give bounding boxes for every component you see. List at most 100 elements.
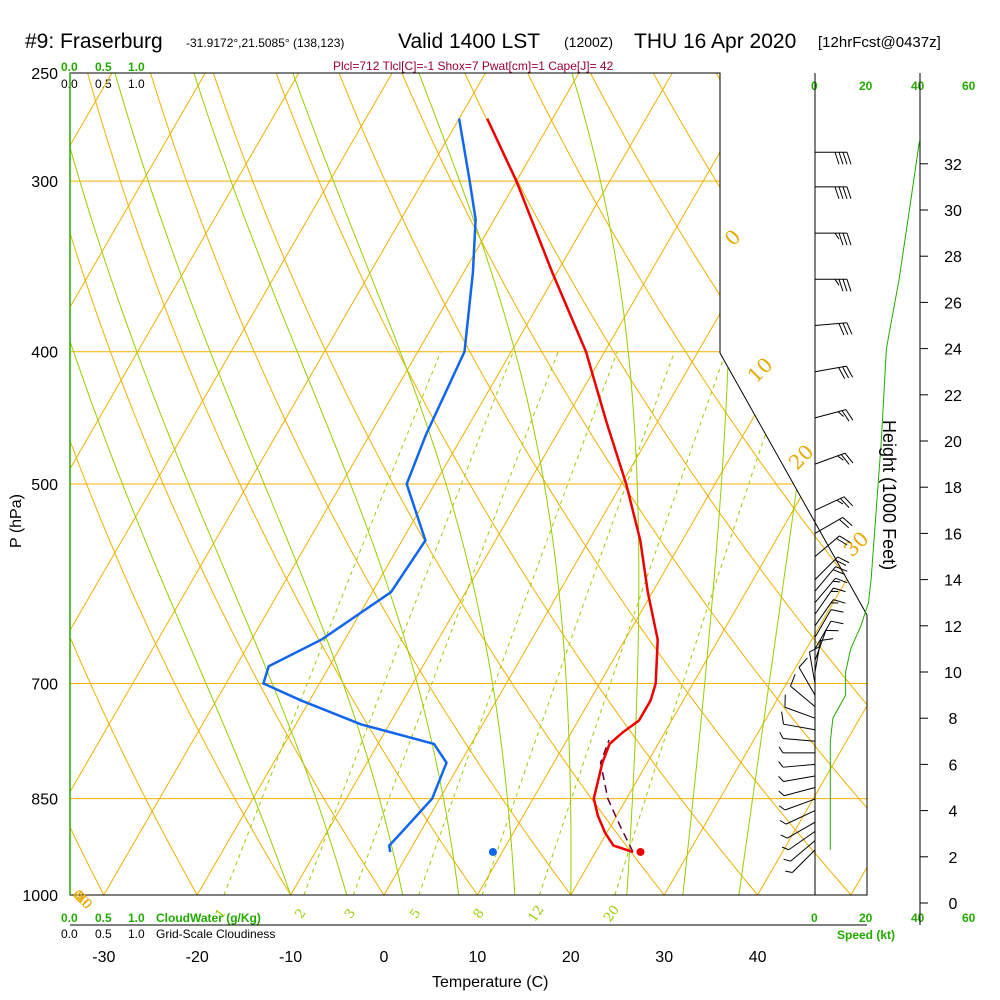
dry-adiabat-line [212,73,665,895]
cloudwater-tick: 0.5 [95,911,112,925]
dry-adiabat-line [464,73,867,895]
wind-barb-feather [838,279,844,292]
wind-barb-staff [788,830,816,851]
dry-adiabat-line [70,73,198,895]
height-tick-label: 16 [944,526,962,543]
temperature-tick-label: 40 [749,949,767,966]
pressure-tick-label: 700 [31,677,58,694]
wind-barb-feather [838,232,844,246]
wind-barb-feather [834,279,840,286]
wind-barb-staff [814,322,847,326]
wind-barb-feather [779,731,784,739]
wind-barb [814,629,839,661]
isotherm-line [476,73,867,895]
moist-adiabat-line [114,73,404,895]
cloudwater-tick: 0.0 [61,911,78,925]
wind-barb-feather [841,410,850,422]
pressure-tick-label: 850 [31,792,58,809]
wind-barb-staff [814,496,845,511]
valid-time: Valid 1400 LST [398,30,540,53]
wind-barb-staff [814,566,836,592]
wind-barb-feather [832,580,841,583]
wind-barb [781,830,816,851]
isotherm-line [70,73,206,895]
wind-barb [814,556,850,580]
wind-barb-staff [814,577,836,604]
wind-barb [780,821,816,839]
wind-barb-feather [830,609,844,613]
wind-barb-feather [842,232,848,246]
cloudiness-label: Grid-Scale Cloudiness [156,927,275,941]
height-tick-label: 28 [944,249,962,266]
height-tick-label: 18 [944,480,962,497]
wind-barb-staff [814,620,832,650]
height-tick-label: 10 [944,665,962,682]
wind-barbs [778,140,920,873]
wind-barb-feather [778,790,785,797]
sounding-parameters: Plcl=712 Tlcl[C]=-1 Shox=7 Pwat[cm]=1 Ca… [333,59,614,73]
wind-barb-feather [781,711,784,725]
parcel-profile-line [599,739,634,853]
temperature-tick-label: 20 [562,949,580,966]
isotherm-line [196,73,673,895]
wind-barb-feather [846,152,852,165]
wind-barb-feather [778,775,784,782]
isotherm-label: 30 [839,527,874,562]
isotherm-label: 0 [720,225,746,251]
wind-barb [814,577,848,604]
wind-barb [814,409,854,422]
mixing-ratio-line [418,351,618,895]
wind-barb-staff [784,706,816,719]
wind-barb-feather [785,870,793,873]
wind-barb-staff [785,810,816,825]
wind-barb [784,694,816,719]
moist-adiabat-line [418,73,572,895]
wind-barb [783,840,816,862]
temperature-profile-line [486,118,659,854]
wind-barb-feather [778,805,786,811]
wind-barb-feather [842,186,848,200]
wind-barb-staff [787,821,816,839]
wind-barb [814,516,853,534]
speed-axis-label: Speed (kt) [837,928,895,942]
isotherm-line [663,73,867,895]
wind-barb-feather [834,559,847,566]
height-tick-label: 20 [944,434,962,451]
wind-barb [815,232,852,246]
height-tick-label: 0 [949,896,958,913]
sounding-profiles [261,118,659,856]
isotherm-line [290,73,767,895]
wind-barb-feather [830,620,844,625]
mixing-ratio-label: 5 [407,906,424,921]
isotherm-line [70,73,300,895]
wind-barb-staff [814,630,827,661]
wind-barb-feather [846,186,852,200]
wind-barb-staff [783,787,816,797]
wind-barb-feather [837,411,844,417]
wind-barb [815,186,852,200]
dry-adiabat-line [150,73,572,895]
wind-barb-feather [838,367,846,379]
cloudiness-tick: 1.0 [128,927,145,941]
height-tick-label: 30 [944,203,962,220]
wind-barb-feather [780,834,788,839]
dry-adiabat-line [87,73,478,895]
wind-barb [815,151,852,165]
wind-barb [814,365,853,379]
moist-adiabat-line [70,73,348,895]
wind-barb [778,761,816,768]
wind-barb [814,452,854,465]
height-tick-label: 22 [944,388,962,405]
cloudiness-tick: 1.0 [128,77,145,91]
wind-barb [778,798,816,811]
height-axis-title: Height (1000 Feet) [879,420,899,570]
dry-adiabat-line [527,73,867,895]
wind-barb-feather [844,452,854,464]
wind-barb-staff [783,775,816,782]
wind-barb-staff [790,685,816,708]
wind-barb-feather [833,599,846,604]
pressure-tick-label: 500 [31,477,58,494]
wind-barb-staff [814,452,846,465]
wind-barb-feather [832,569,845,575]
height-tick-label: 26 [944,295,962,312]
